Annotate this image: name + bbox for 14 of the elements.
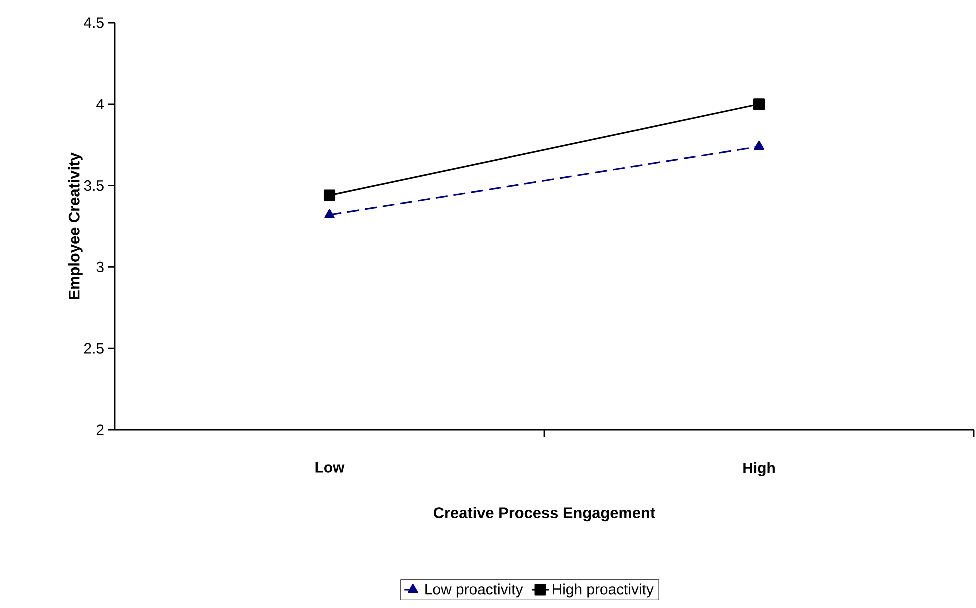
y-tick-label: 4 — [96, 99, 104, 110]
point — [324, 190, 336, 202]
y-tick-label: 3 — [96, 262, 104, 272]
legend-label: Low proactivity — [426, 584, 524, 598]
y-tick-label: 3.5 — [84, 180, 104, 192]
x-axis-title: Creative Process Engagement — [434, 507, 656, 522]
x-tick-label: High — [744, 462, 775, 476]
legend-label: High proactivity — [553, 584, 654, 598]
point — [753, 98, 766, 110]
y-tick-label: 2 — [96, 424, 104, 436]
y-tick-label: 2.5 — [84, 343, 104, 354]
y-axis-title: Employee Creativity — [68, 152, 83, 300]
y-tick-label: 4.5 — [84, 18, 104, 28]
x-tick-label: Low — [316, 462, 345, 473]
